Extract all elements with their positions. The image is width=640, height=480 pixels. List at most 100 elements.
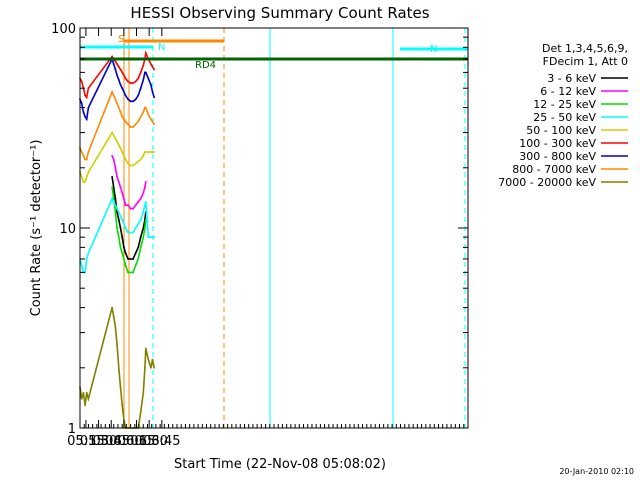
legend-entry-label: 3 - 6 keV — [547, 72, 596, 85]
data-point — [116, 102, 118, 105]
data-point — [137, 160, 140, 163]
data-point — [132, 126, 135, 128]
data-point — [121, 71, 124, 74]
data-point — [144, 52, 147, 54]
data-point — [142, 64, 145, 67]
legend-entry-label: 800 - 7000 keV — [512, 163, 596, 176]
data-point — [132, 164, 135, 167]
data-point — [139, 158, 142, 161]
data-point — [123, 118, 125, 121]
data-point — [121, 218, 124, 221]
data-point — [132, 82, 135, 84]
data-point — [116, 63, 118, 65]
data-point — [87, 252, 90, 254]
data-point — [84, 158, 86, 161]
data-point — [134, 252, 137, 254]
data-point — [119, 111, 122, 113]
data-point — [129, 271, 132, 274]
legend-header-line-2: FDecim 1, Att 0 — [543, 55, 628, 68]
plot-frame — [79, 27, 469, 429]
data-point — [111, 176, 113, 178]
data-point — [139, 218, 142, 221]
data-point — [124, 204, 127, 207]
data-point — [124, 264, 127, 267]
data-point — [153, 96, 156, 99]
legend-entry-label: 50 - 100 keV — [526, 124, 596, 137]
data-point — [87, 151, 90, 153]
data-point — [137, 120, 140, 123]
data-point — [84, 181, 86, 183]
data-point — [142, 191, 145, 194]
x-axis-label: Start Time (22-Nov-08 05:08:02) — [174, 457, 386, 472]
data-point — [123, 258, 125, 260]
data-point — [85, 118, 88, 121]
data-point — [117, 211, 120, 214]
data-point — [144, 347, 147, 350]
data-point — [121, 191, 124, 194]
data-point — [114, 197, 117, 200]
series-line — [111, 155, 147, 210]
data-point — [124, 252, 127, 254]
data-point — [151, 151, 154, 153]
data-point — [85, 258, 88, 260]
data-point — [144, 151, 147, 153]
data-point — [144, 227, 146, 229]
data-point — [127, 80, 129, 83]
data-point — [121, 252, 124, 254]
data-point — [153, 151, 156, 153]
y-axis: 1 10 100 — [51, 22, 468, 437]
data-point — [123, 90, 125, 93]
data-point — [87, 87, 90, 90]
data-point — [117, 65, 120, 68]
data-point — [134, 80, 137, 83]
data-point — [114, 137, 117, 140]
data-point — [139, 71, 142, 74]
data-point — [116, 207, 118, 210]
data-point — [153, 236, 156, 239]
data-point — [139, 197, 142, 200]
data-point — [151, 358, 154, 361]
data-point — [142, 211, 145, 214]
data-point — [134, 227, 137, 229]
data-point — [121, 87, 124, 90]
data-point — [123, 222, 125, 225]
data-point — [151, 120, 154, 123]
data-point — [85, 176, 88, 178]
data-point — [80, 397, 83, 400]
data-point — [80, 176, 83, 178]
data-point — [124, 227, 127, 229]
data-point — [129, 126, 132, 128]
data-point — [144, 204, 146, 207]
data-point — [147, 358, 150, 361]
data-point — [116, 227, 118, 229]
data-point — [111, 306, 113, 309]
x-tick-label: 05:15 — [67, 434, 104, 449]
data-point — [82, 154, 85, 157]
data-point — [82, 111, 85, 113]
x-tick-label: 06:30 — [130, 434, 167, 449]
data-point — [127, 231, 129, 234]
x-tick-label: 06:00 — [105, 434, 142, 449]
data-point — [84, 94, 86, 97]
x-tick-label: 05:45 — [92, 434, 129, 449]
data-point — [119, 147, 122, 150]
data-point — [150, 236, 152, 239]
data-point — [132, 231, 135, 234]
legend-entry-label: 25 - 50 keV — [533, 111, 596, 124]
data-point — [129, 258, 132, 260]
x-tick-label: 06:15 — [118, 434, 155, 449]
data-point — [139, 411, 142, 414]
data-point — [116, 176, 118, 178]
data-point — [114, 60, 117, 63]
legend-header-line-1: Det 1,3,4,5,6,9, — [542, 42, 628, 55]
legend-entry-label: 7000 - 20000 keV — [498, 176, 596, 189]
y-tick-label: 10 — [59, 222, 76, 237]
data-point — [82, 181, 85, 183]
data-point — [150, 83, 152, 86]
data-point — [144, 201, 147, 203]
data-point — [127, 271, 129, 274]
data-point — [111, 131, 113, 134]
data-point — [134, 162, 137, 165]
